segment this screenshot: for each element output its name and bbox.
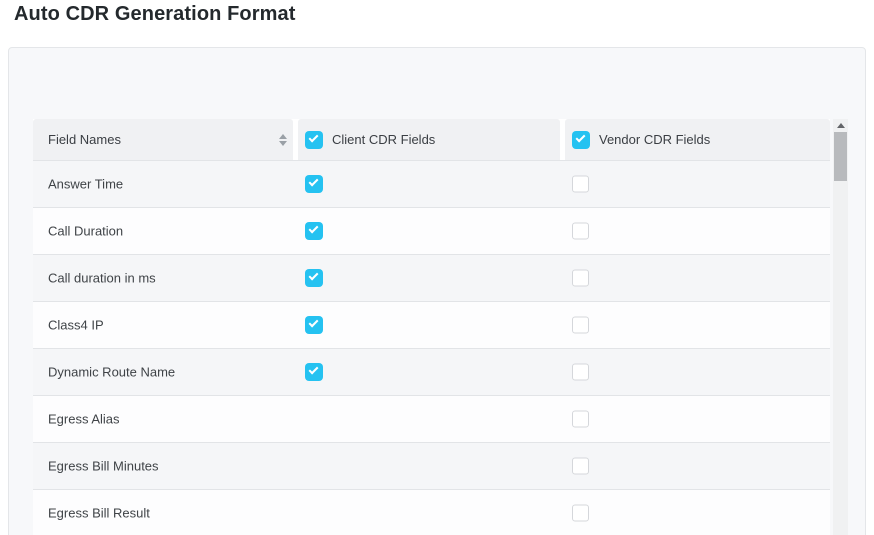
table-row: Egress Alias bbox=[33, 396, 830, 443]
table-row: Class4 IP bbox=[33, 302, 830, 349]
scroll-up-button[interactable] bbox=[833, 119, 848, 132]
vendor-checkbox[interactable] bbox=[572, 222, 589, 240]
field-name-label: Call duration in ms bbox=[48, 270, 156, 286]
client-cdr-header-checkbox[interactable] bbox=[305, 130, 323, 149]
field-name-label: Egress Bill Minutes bbox=[48, 458, 159, 474]
check-icon bbox=[308, 364, 319, 375]
check-icon bbox=[308, 176, 319, 187]
check-icon bbox=[575, 132, 586, 142]
table-row: Dynamic Route Name bbox=[33, 349, 830, 396]
field-name-label: Class4 IP bbox=[48, 317, 104, 333]
vendor-checkbox[interactable] bbox=[572, 363, 589, 381]
sort-up-arrow-icon bbox=[279, 133, 287, 139]
field-name-label: Dynamic Route Name bbox=[48, 364, 176, 380]
client-checkbox[interactable] bbox=[305, 363, 323, 381]
cdr-format-panel: Field Names Client CDR Fields Vendor CDR… bbox=[8, 47, 866, 535]
field-name-label: Egress Bill Result bbox=[48, 505, 150, 521]
client-checkbox[interactable] bbox=[305, 175, 323, 193]
table-row: Call duration in ms bbox=[33, 255, 830, 302]
vendor-checkbox[interactable] bbox=[572, 457, 589, 475]
table-row: Call Duration bbox=[33, 208, 830, 255]
vendor-checkbox[interactable] bbox=[572, 269, 589, 287]
vendor-cdr-header-checkbox[interactable] bbox=[572, 130, 590, 149]
check-icon bbox=[308, 223, 319, 234]
client-checkbox[interactable] bbox=[305, 316, 323, 334]
table-row: Egress Bill Result bbox=[33, 490, 830, 535]
client-cdr-fields-header: Client CDR Fields bbox=[298, 119, 560, 160]
check-icon bbox=[308, 317, 319, 328]
field-name-label: Egress Alias bbox=[48, 411, 120, 427]
vendor-checkbox[interactable] bbox=[572, 504, 589, 522]
table-row: Answer Time bbox=[33, 161, 830, 208]
field-names-header[interactable]: Field Names bbox=[33, 119, 293, 160]
client-cdr-header-label: Client CDR Fields bbox=[332, 132, 436, 147]
client-checkbox[interactable] bbox=[305, 222, 323, 240]
client-checkbox[interactable] bbox=[305, 269, 323, 287]
check-icon bbox=[308, 132, 319, 142]
sort-arrows-icon[interactable] bbox=[279, 133, 287, 146]
vendor-cdr-header-label: Vendor CDR Fields bbox=[599, 132, 711, 147]
vendor-cdr-fields-header: Vendor CDR Fields bbox=[565, 119, 830, 160]
table-body: Answer Time Call Duration Call duration … bbox=[33, 161, 830, 535]
table-header-row: Field Names Client CDR Fields Vendor CDR… bbox=[33, 119, 830, 161]
table-row: Egress Bill Minutes bbox=[33, 443, 830, 490]
cdr-fields-table: Field Names Client CDR Fields Vendor CDR… bbox=[33, 119, 830, 535]
field-name-label: Answer Time bbox=[48, 176, 124, 192]
scrollbar-thumb[interactable] bbox=[834, 132, 847, 181]
vertical-scrollbar[interactable] bbox=[833, 119, 848, 535]
vendor-checkbox[interactable] bbox=[572, 410, 589, 428]
field-names-header-label: Field Names bbox=[48, 132, 121, 147]
page-title: Auto CDR Generation Format bbox=[14, 3, 296, 25]
sort-down-arrow-icon bbox=[279, 140, 287, 146]
scroll-up-arrow-icon bbox=[836, 123, 845, 128]
vendor-checkbox[interactable] bbox=[572, 316, 589, 334]
check-icon bbox=[308, 270, 319, 281]
field-name-label: Call Duration bbox=[48, 223, 124, 239]
vendor-checkbox[interactable] bbox=[572, 175, 589, 193]
